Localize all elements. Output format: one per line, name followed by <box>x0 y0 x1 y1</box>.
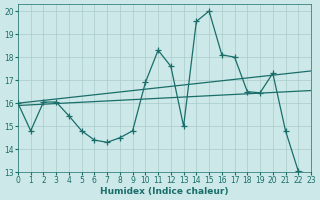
X-axis label: Humidex (Indice chaleur): Humidex (Indice chaleur) <box>100 187 229 196</box>
